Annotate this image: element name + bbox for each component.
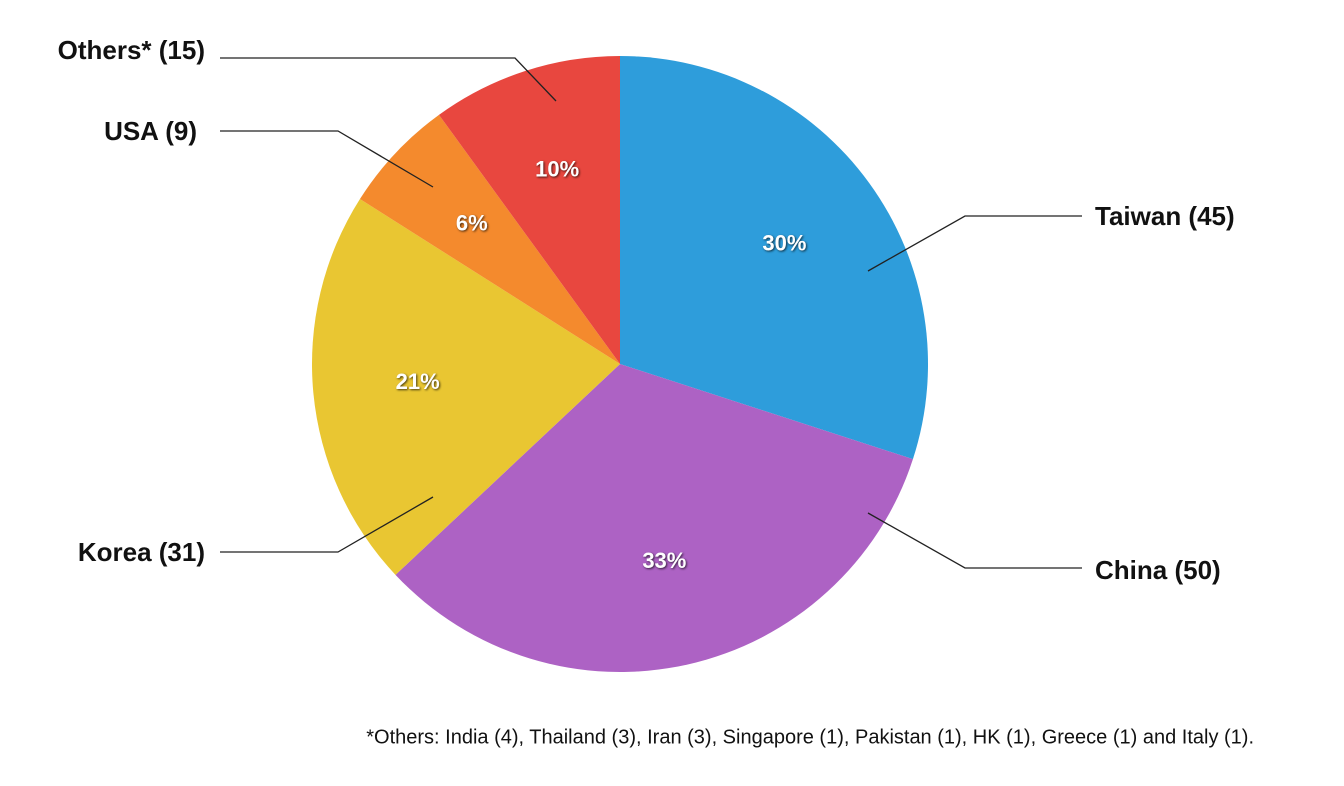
category-label: Taiwan (45) bbox=[1095, 201, 1235, 231]
pie-slice bbox=[620, 56, 928, 460]
pie-slice bbox=[395, 364, 913, 673]
percent-label: 10% bbox=[535, 156, 579, 181]
pie-slice bbox=[438, 56, 620, 364]
percent-label: 33% bbox=[642, 548, 686, 573]
pie-slice bbox=[311, 198, 620, 575]
pie-slice bbox=[359, 114, 620, 364]
percent-label: 21% bbox=[396, 369, 440, 394]
leader-line bbox=[867, 512, 1082, 569]
leader-line bbox=[867, 215, 1082, 272]
category-label: China (50) bbox=[1095, 555, 1221, 585]
category-label: Others* (15) bbox=[58, 35, 205, 65]
percent-label: 6% bbox=[456, 211, 488, 236]
footnote: *Others: India (4), Thailand (3), Iran (… bbox=[366, 726, 1254, 748]
leader-line bbox=[220, 130, 434, 188]
leader-line bbox=[220, 57, 557, 102]
percent-label: 30% bbox=[762, 230, 806, 255]
category-label: USA (9) bbox=[104, 116, 197, 146]
category-label: Korea (31) bbox=[78, 537, 205, 567]
leader-line bbox=[220, 496, 434, 553]
